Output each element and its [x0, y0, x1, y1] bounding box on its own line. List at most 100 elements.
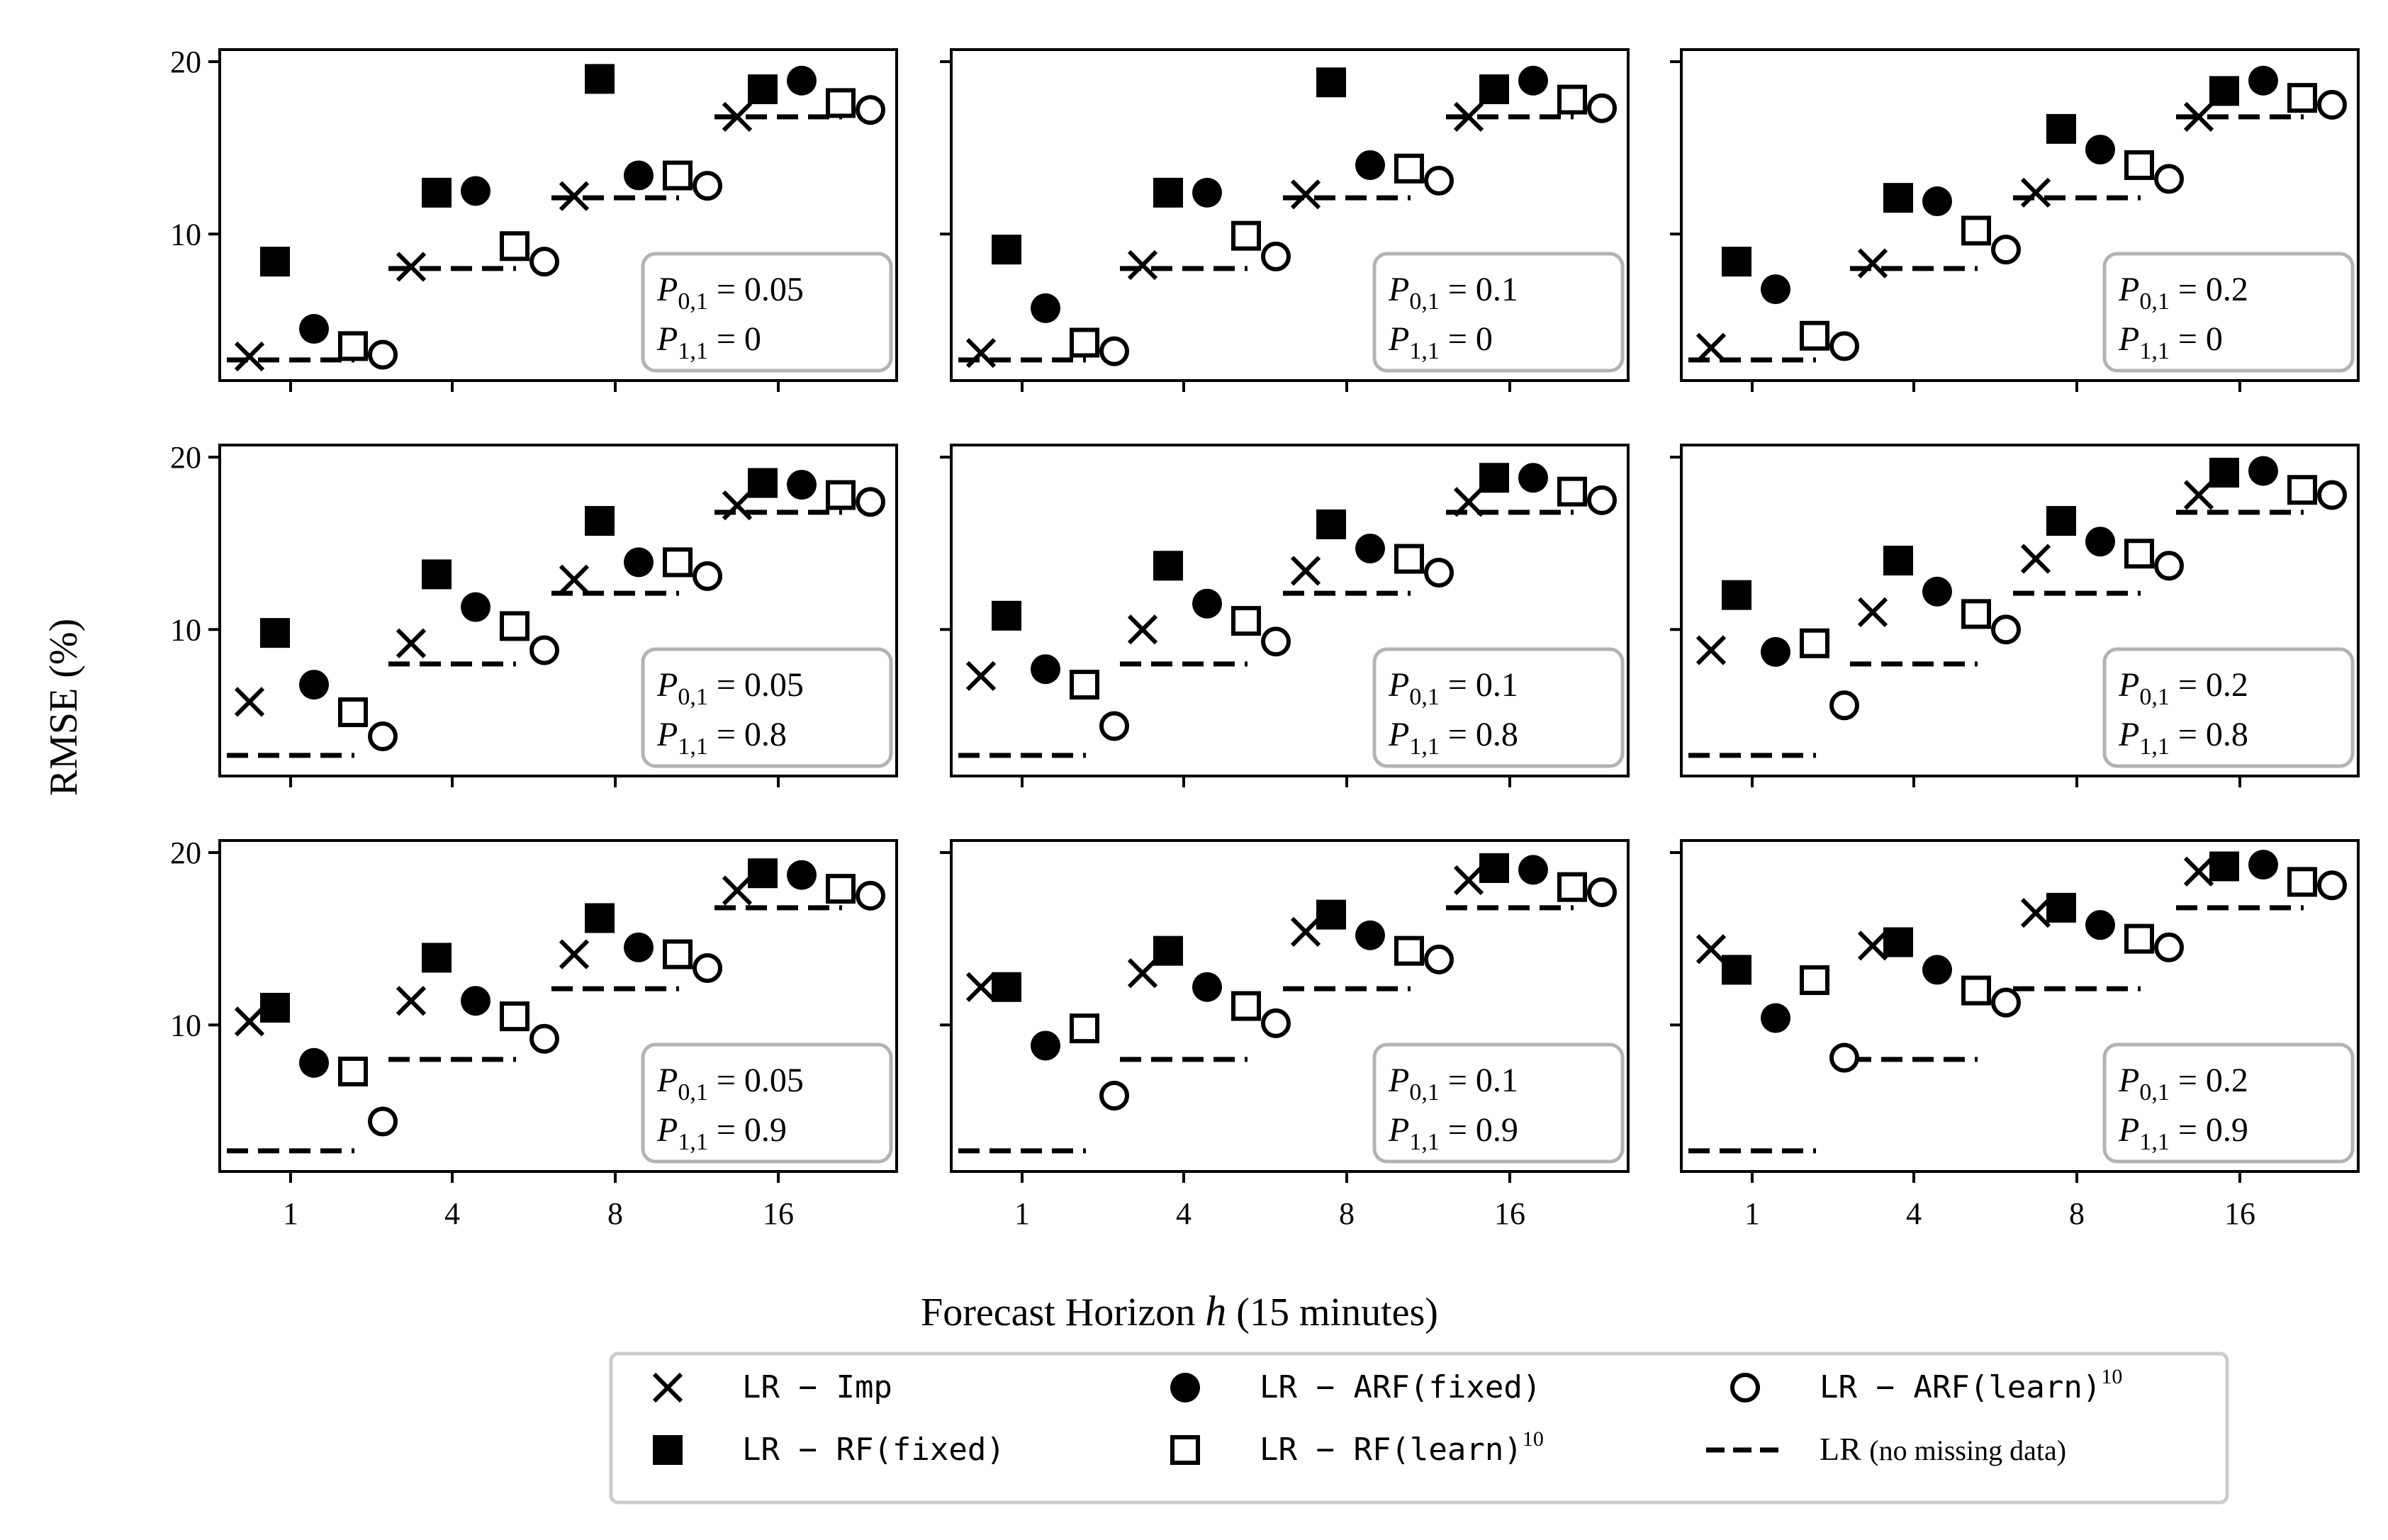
annotation-p11: P1,1 = 0 — [656, 320, 761, 364]
point-imp — [1127, 958, 1158, 989]
point-arf-learn — [2154, 551, 2184, 581]
legend-label: LR − RF(fixed) — [742, 1432, 1005, 1468]
point-arf-fixed — [2248, 456, 2278, 486]
point-arf-learn — [1261, 626, 1291, 657]
point-arf-learn — [1099, 1080, 1129, 1111]
point-rf-fixed — [992, 972, 1021, 1002]
annotation-p11: P1,1 = 0.9 — [2118, 1111, 2248, 1155]
x-tick-label: 8 — [1339, 1196, 1355, 1231]
point-imp — [396, 986, 427, 1016]
legend-item-rf-fixed: LR − RF(fixed) — [653, 1432, 1005, 1468]
point-arf-fixed — [1031, 654, 1060, 685]
point-rf-fixed — [585, 506, 615, 536]
annotation-p01: P0,1 = 0.1 — [1388, 271, 1518, 315]
point-arf-fixed — [787, 860, 817, 890]
y-tick-label: 10 — [170, 612, 201, 647]
annotation-box — [641, 252, 893, 373]
point-arf-fixed — [624, 932, 654, 962]
legend-item-baseline: LR (no missing data) — [1706, 1431, 2066, 1467]
legend-item-imp: LR − Imp — [652, 1369, 892, 1405]
point-arf-fixed — [299, 314, 329, 344]
point-arf-fixed — [624, 160, 654, 191]
panel-3-3: 1 4 8 16 P0,1 = 0.2 P1,1 = 0.9 — [1670, 839, 2360, 1231]
annotation-p01: P0,1 = 0.2 — [2118, 666, 2248, 710]
point-rf-learn — [826, 88, 856, 118]
point-rf-learn — [1394, 935, 1424, 966]
point-arf-learn — [529, 1023, 559, 1054]
point-arf-fixed — [1031, 293, 1060, 323]
point-rf-fixed — [422, 943, 452, 973]
legend: LR − Imp LR − ARF(fixed) LR − ARF(learn)10… — [609, 1351, 2229, 1505]
point-imp — [396, 252, 427, 282]
point-rf-learn — [1557, 476, 1587, 507]
point-arf-learn — [1991, 235, 2021, 265]
point-rf-learn — [1961, 599, 1991, 629]
point-rf-fixed — [1722, 955, 1751, 985]
point-arf-learn — [856, 880, 885, 911]
annotation-p11: P1,1 = 0 — [2118, 320, 2223, 364]
point-imp — [1290, 556, 1321, 586]
point-rf-fixed — [585, 903, 615, 933]
point-rf-learn — [2287, 83, 2317, 113]
point-arf-fixed — [2248, 65, 2278, 96]
legend-frame — [609, 1351, 2229, 1505]
point-rf-fixed — [748, 468, 778, 498]
legend-item-arf-learn: LR − ARF(learn)10 — [1730, 1365, 2122, 1405]
point-arf-learn — [368, 1106, 398, 1137]
point-arf-learn — [693, 561, 722, 591]
point-arf-fixed — [624, 547, 654, 578]
point-rf-fixed — [422, 177, 452, 208]
annotation-p11: P1,1 = 0.8 — [656, 716, 787, 760]
y-tick-label: 10 — [170, 217, 201, 252]
point-arf-learn — [1424, 165, 1454, 196]
legend-marker — [653, 1435, 683, 1465]
x-tick-label: 16 — [763, 1196, 794, 1231]
point-rf-learn — [1070, 327, 1099, 358]
point-arf-learn — [2317, 480, 2347, 510]
point-rf-learn — [1231, 220, 1261, 251]
legend-marker — [1170, 1435, 1200, 1465]
point-rf-fixed — [1479, 74, 1509, 104]
y-tick-label: 20 — [170, 440, 201, 475]
point-arf-fixed — [461, 592, 491, 622]
point-arf-fixed — [1761, 636, 1790, 667]
legend-label: LR − ARF(fixed) — [1260, 1369, 1541, 1405]
point-rf-learn — [1394, 153, 1424, 184]
panel-frame — [950, 444, 1630, 777]
point-arf-fixed — [2085, 910, 2115, 940]
legend-marker — [1730, 1373, 1760, 1403]
point-arf-fixed — [1761, 1003, 1790, 1033]
annotation-p01: P0,1 = 0.05 — [656, 666, 804, 710]
point-rf-learn — [1231, 606, 1261, 636]
point-rf-fixed — [1153, 935, 1183, 966]
point-arf-learn — [1587, 877, 1617, 907]
point-arf-learn — [2317, 89, 2347, 120]
point-rf-learn — [2287, 867, 2317, 897]
point-rf-fixed — [585, 64, 615, 94]
point-rf-learn — [1070, 1013, 1099, 1044]
legend-label: LR − RF(learn)10 — [1260, 1427, 1544, 1468]
annotation-p01: P0,1 = 0.2 — [2118, 1062, 2248, 1106]
point-imp — [1695, 934, 1727, 965]
point-arf-learn — [1424, 944, 1454, 974]
annotation-p11: P1,1 = 0.8 — [2118, 716, 2248, 760]
annotation-p11: P1,1 = 0 — [1388, 320, 1493, 364]
point-arf-learn — [529, 247, 559, 277]
point-rf-fixed — [1722, 580, 1751, 610]
point-arf-learn — [2317, 870, 2347, 901]
point-arf-learn — [1099, 711, 1129, 741]
point-rf-learn — [2287, 475, 2317, 505]
point-arf-learn — [1829, 1042, 1859, 1073]
point-imp — [234, 687, 265, 717]
point-rf-learn — [500, 231, 529, 262]
point-imp — [722, 875, 753, 906]
x-tick-label: 1 — [1744, 1196, 1760, 1231]
point-arf-fixed — [1031, 1030, 1060, 1061]
point-imp — [1857, 931, 1888, 961]
point-rf-learn — [1800, 965, 1829, 996]
point-rf-fixed — [2209, 457, 2239, 488]
annotation-p01: P0,1 = 0.2 — [2118, 271, 2248, 315]
point-arf-fixed — [1761, 274, 1790, 305]
